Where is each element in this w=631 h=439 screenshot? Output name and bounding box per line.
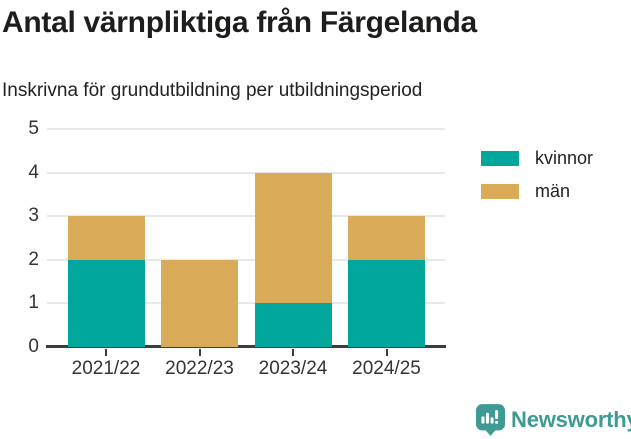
- bar-2022/23-män: [161, 259, 238, 347]
- legend-item-man: män: [481, 181, 593, 202]
- newsworthy-logo: Newsworthy: [476, 404, 631, 436]
- x-tick-2021/22: [105, 349, 107, 356]
- legend-item-kvinnor: kvinnor: [481, 148, 593, 169]
- chart-subtitle: Inskrivna för grundutbildning per utbild…: [2, 80, 423, 101]
- y-tick-label-3: 3: [28, 205, 39, 227]
- x-axis-line: [46, 345, 446, 348]
- bar-2024/25-kvinnor: [348, 259, 425, 347]
- x-tick-label-2024/25: 2024/25: [352, 358, 421, 379]
- x-tick-label-2021/22: 2021/22: [71, 358, 141, 379]
- x-tick-2024/25: [385, 349, 388, 356]
- bar-2021/22-män: [67, 216, 145, 260]
- y-tick-label-2: 2: [28, 248, 39, 270]
- bar-2023/24-män: [254, 172, 332, 304]
- x-tick-2022/23: [198, 349, 201, 356]
- bar-2021/22-kvinnor: [67, 259, 145, 347]
- y-tick-label-0: 0: [28, 336, 39, 357]
- legend-swatch-man: [481, 184, 519, 199]
- legend-label-man: män: [535, 181, 571, 201]
- plot-area: 0 1 2 3 4 5 2021/22 2022/23 2023/24 2024/25: [28, 118, 446, 379]
- gridline-y1: [47, 302, 445, 305]
- gridline-y2: [47, 258, 445, 261]
- gridline-y5: [47, 128, 445, 130]
- bar-2024/25-män: [348, 216, 425, 260]
- newsworthy-wordmark: Newsworthy: [511, 407, 631, 432]
- y-tick-label-5: 5: [28, 118, 39, 139]
- bar-2023/24-kvinnor: [254, 303, 332, 347]
- newsworthy-chart-bubble-icon: [476, 404, 505, 436]
- y-tick-label-4: 4: [28, 161, 39, 183]
- legend-swatch-kvinnor: [481, 151, 519, 166]
- legend-label-kvinnor: kvinnor: [535, 148, 594, 168]
- chart-title: Antal värnpliktiga från Färgelanda: [2, 6, 477, 39]
- y-tick-label-1: 1: [28, 292, 39, 314]
- x-tick-label-2022/23: 2022/23: [165, 358, 234, 379]
- x-tick-label-2023/24: 2023/24: [258, 358, 328, 379]
- x-tick-2023/24: [292, 349, 294, 356]
- gridline-y3: [47, 215, 445, 218]
- legend: kvinnor män: [481, 148, 593, 214]
- gridline-y4: [47, 171, 445, 174]
